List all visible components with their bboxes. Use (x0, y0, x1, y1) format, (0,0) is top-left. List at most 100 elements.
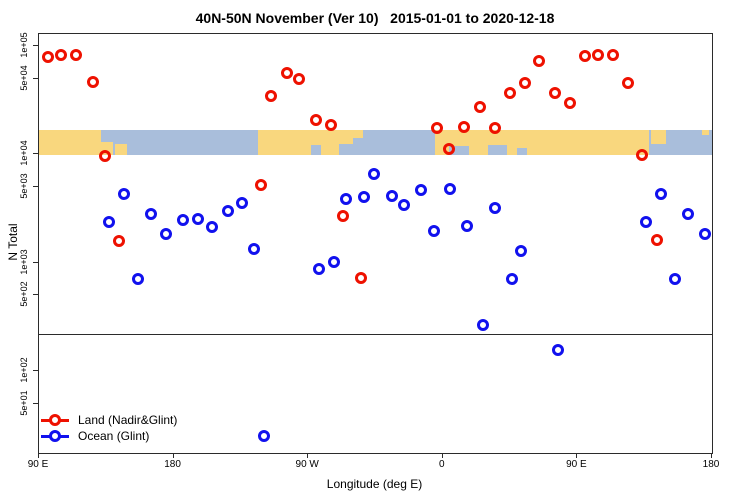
y-tick-label: 5e+04 (19, 64, 29, 91)
data-point-ocean (206, 221, 219, 234)
x-tick-label: 90 E (566, 459, 587, 470)
data-point-ocean (327, 256, 340, 269)
legend-item-ocean: Ocean (Glint) (41, 429, 177, 443)
y-tick (33, 153, 38, 155)
y-tick-label: 1e+03 (19, 248, 29, 275)
data-point-land (563, 97, 576, 110)
data-point-ocean (477, 319, 490, 332)
map-ocean-patch (517, 148, 528, 155)
data-point-ocean (698, 227, 711, 240)
data-point-land (636, 148, 649, 161)
data-point-ocean (505, 272, 518, 285)
x-tick-label: 180 (702, 459, 720, 470)
map-land-patch (258, 130, 340, 155)
data-point-ocean (339, 193, 352, 206)
x-tick (576, 453, 578, 458)
data-point-ocean (385, 190, 398, 202)
map-strip (39, 130, 712, 155)
map-land-patch (701, 130, 709, 135)
data-point-land (592, 48, 605, 61)
y-tick (33, 294, 38, 296)
data-point-ocean (551, 343, 564, 356)
data-point-land (336, 210, 349, 223)
y-tick (33, 77, 38, 79)
data-point-ocean (489, 202, 502, 215)
data-point-land (86, 76, 99, 88)
y-tick-label: 5e+01 (19, 389, 29, 416)
data-point-land (293, 72, 306, 85)
plot-area (38, 33, 713, 454)
legend-label-ocean: Ocean (Glint) (78, 429, 150, 443)
data-point-land (622, 77, 635, 90)
y-axis-title: N Total (6, 223, 20, 261)
data-point-ocean (514, 244, 527, 257)
y-tick (33, 402, 38, 404)
x-tick (711, 453, 712, 458)
x-tick-label: 90 E (27, 459, 49, 470)
data-point-ocean (444, 182, 457, 195)
y-tick (33, 185, 38, 187)
map-land-patch (114, 144, 128, 155)
data-point-ocean (258, 430, 271, 443)
chart-title: 40N-50N November (Ver 10) 2015-01-01 to … (195, 10, 555, 26)
map-land-patch (101, 142, 114, 155)
y-tick (33, 369, 38, 371)
map-land-patch (339, 130, 354, 144)
map-land-patch (435, 130, 650, 155)
data-point-land (650, 233, 663, 246)
y-tick-label: 5e+03 (19, 173, 29, 199)
data-point-land (442, 142, 455, 155)
y-tick-label: 5e+02 (19, 281, 29, 307)
map-land-patch (353, 130, 364, 138)
data-point-land (55, 48, 68, 61)
data-point-ocean (427, 224, 440, 237)
data-point-ocean (682, 208, 695, 220)
x-tick (307, 453, 309, 458)
data-point-land (548, 87, 561, 100)
legend-item-land: Land (Nadir&Glint) (41, 413, 177, 427)
data-point-land (489, 121, 502, 134)
data-point-land (474, 101, 487, 114)
data-point-ocean (176, 214, 189, 227)
data-point-land (355, 272, 368, 285)
x-tick-label: 0 (439, 459, 445, 470)
data-point-land (519, 77, 532, 90)
map-ocean-patch (449, 146, 470, 155)
data-point-land (113, 235, 125, 248)
x-tick (172, 453, 174, 458)
y-tick-label: 1e+05 (19, 32, 29, 58)
data-point-ocean (655, 187, 668, 200)
data-point-land (70, 48, 83, 61)
data-point-ocean (222, 204, 235, 217)
data-point-land (281, 67, 294, 80)
data-point-land (578, 49, 591, 62)
data-point-ocean (312, 262, 325, 275)
data-point-land (98, 150, 111, 163)
data-point-ocean (160, 227, 173, 240)
data-point-land (430, 121, 443, 134)
x-tick (38, 453, 39, 458)
data-point-land (324, 119, 337, 132)
data-point-land (606, 48, 619, 61)
data-point-ocean (103, 216, 116, 228)
map-land-patch (39, 130, 102, 155)
data-point-land (457, 120, 470, 133)
y-tick (33, 45, 38, 46)
data-point-ocean (131, 272, 144, 285)
y-tick (33, 261, 38, 263)
ocean-marker-icon (41, 430, 69, 442)
data-point-land (41, 51, 54, 64)
reference-line (39, 334, 712, 335)
data-point-ocean (415, 184, 428, 196)
data-point-ocean (460, 219, 473, 232)
data-point-land (255, 179, 268, 192)
land-marker-icon (41, 414, 69, 426)
data-point-ocean (368, 168, 380, 181)
x-tick-label: 90 W (295, 459, 319, 470)
data-point-ocean (236, 197, 249, 209)
x-axis-title: Longitude (deg E) (326, 477, 423, 491)
data-point-ocean (397, 199, 410, 212)
data-point-ocean (640, 216, 653, 228)
x-tick-label: 180 (164, 459, 181, 470)
